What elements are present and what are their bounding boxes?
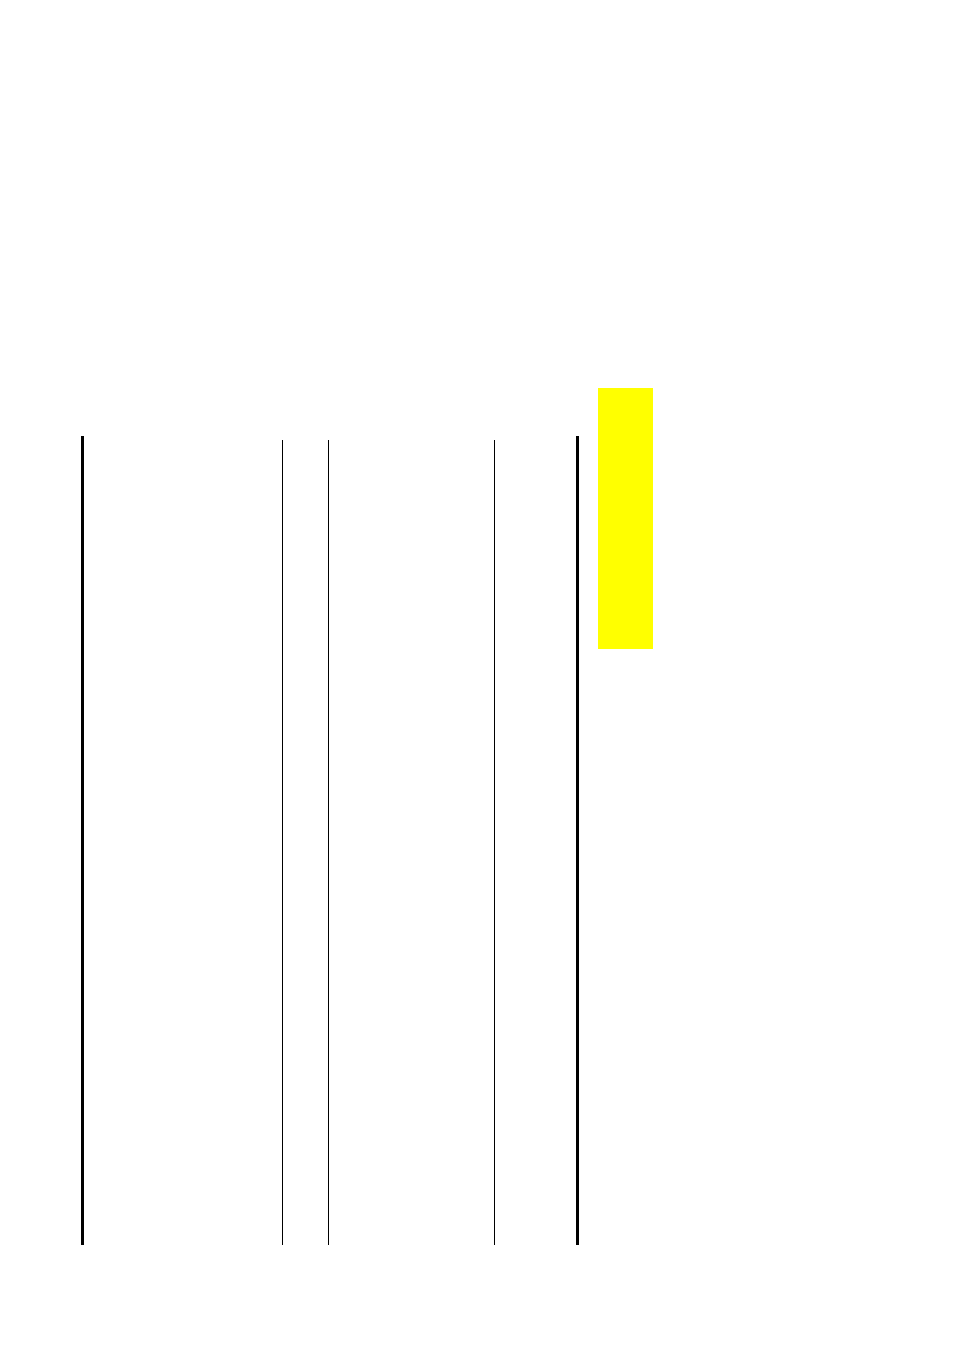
vertical-line-2: [282, 440, 283, 1245]
vertical-line-5: [576, 436, 579, 1245]
yellow-highlight: [598, 388, 653, 649]
vertical-line-1: [81, 436, 84, 1245]
vertical-line-4: [494, 440, 495, 1245]
vertical-line-3: [328, 440, 329, 1245]
